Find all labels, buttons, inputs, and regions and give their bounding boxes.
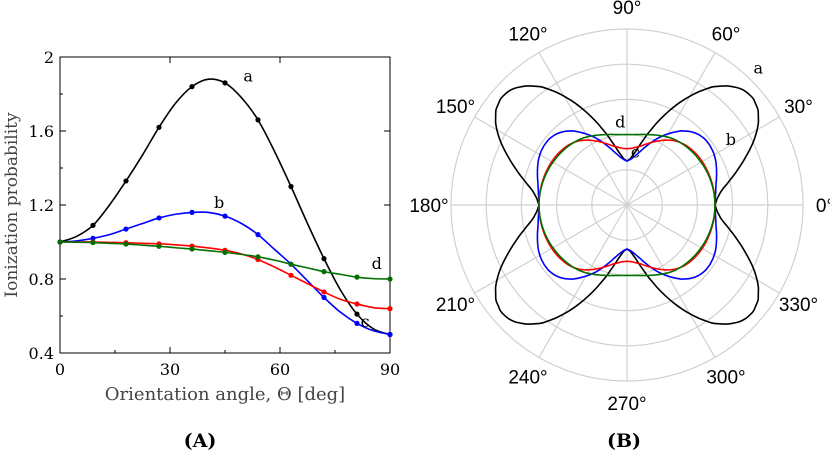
data-point-a [288, 183, 294, 190]
data-point-b [255, 232, 261, 238]
data-point-d [222, 249, 228, 255]
data-point-b [222, 213, 228, 219]
polar-angle-labels: 0° 30° 60° 90° 120° 150° 180° 210° 240° 270° 300° 3… [409, 0, 830, 415]
polar-spoke [474, 116, 628, 206]
x-tick-label: 90 [380, 360, 400, 379]
data-point-d [123, 241, 129, 247]
data-point-d [90, 239, 96, 246]
data-point-a [255, 117, 261, 123]
angle-label: 330° [779, 295, 818, 316]
polar-series-label-a: a [754, 59, 764, 78]
data-point-d [387, 276, 393, 282]
plot-a-series-labels: a b c d [214, 67, 382, 331]
series-label-a: a [243, 67, 253, 86]
data-point-a [222, 80, 228, 86]
data-point-c [288, 272, 294, 278]
polar-curve-d [538, 133, 716, 277]
data-point-b [387, 331, 393, 338]
polar-spoke [626, 116, 780, 206]
data-point-b [189, 209, 195, 215]
polar-series-label-d: d [615, 113, 625, 132]
y-tick-label: 2 [44, 48, 54, 67]
angle-label: 60° [712, 25, 741, 46]
polar-spoke [626, 52, 716, 206]
angle-label: 150° [436, 97, 475, 118]
angle-label: 90° [613, 0, 642, 19]
data-point-b [90, 235, 96, 241]
angle-label: 210° [436, 295, 475, 316]
data-point-b [156, 215, 162, 221]
data-point-d [321, 269, 327, 275]
data-point-c [321, 289, 327, 295]
data-point-a [156, 124, 162, 130]
series-label-c: c [361, 312, 370, 331]
data-point-d [288, 261, 294, 267]
y-tick-label: 0.4 [29, 344, 54, 363]
data-point-d [255, 254, 261, 260]
series-line-b [59, 211, 391, 336]
panel-b-label: (B) [607, 430, 641, 452]
data-point-c [387, 306, 393, 312]
panel-a-label: (A) [184, 430, 217, 452]
polar-series-label-b: b [726, 130, 736, 149]
series-line-a [59, 78, 391, 336]
angle-label: 0° [816, 196, 830, 217]
y-axis-label: Ionization probability [2, 112, 22, 298]
data-point-a [189, 84, 195, 90]
data-point-a [90, 222, 96, 228]
polar-spoke [538, 204, 628, 358]
polar-spoke [474, 204, 628, 294]
data-point-d [57, 239, 63, 245]
series-label-d: d [372, 254, 382, 273]
x-axis-label: Orientation angle, Θ [deg] [105, 384, 345, 405]
polar-series-labels: a b cd [615, 59, 763, 162]
y-tick-label: 1.2 [29, 196, 54, 215]
plot-a-series [57, 78, 393, 338]
angle-label: 180° [409, 196, 448, 217]
angle-label: 120° [508, 25, 547, 46]
angle-label: 240° [508, 367, 547, 388]
data-point-c [354, 301, 360, 307]
data-point-d [156, 243, 162, 249]
y-tick-label: 0.8 [29, 270, 54, 289]
data-point-a [354, 311, 360, 317]
data-point-a [321, 256, 327, 262]
x-tick-label: 60 [270, 360, 290, 379]
data-point-d [354, 274, 360, 280]
polar-grid [450, 28, 804, 382]
x-tick-label: 30 [160, 360, 180, 379]
polar-series [494, 85, 760, 325]
polar-spoke [626, 204, 780, 294]
angle-label: 270° [607, 394, 646, 415]
data-point-a [123, 178, 129, 184]
polar-series-label-c: c [631, 142, 640, 161]
x-tick-label: 0 [55, 360, 65, 379]
panel-b-polar-chart: 0° 30° 60° 90° 120° 150° 180° 210° 240° 270° 300° 3… [409, 0, 830, 452]
data-point-b [321, 294, 327, 301]
data-point-b [123, 226, 129, 232]
data-point-b [354, 320, 360, 326]
polar-spoke [538, 52, 628, 206]
y-tick-label: 1.6 [29, 122, 54, 141]
series-label-b: b [214, 193, 224, 212]
angle-label: 30° [784, 97, 813, 118]
series-line-d [59, 241, 391, 280]
panel-a-line-chart: 0 30 60 90 0.4 0.8 1.2 1.6 2 a b c d Orientation an… [2, 48, 400, 452]
data-point-d [189, 246, 195, 252]
angle-label: 300° [706, 367, 745, 388]
polar-spoke [626, 204, 716, 358]
